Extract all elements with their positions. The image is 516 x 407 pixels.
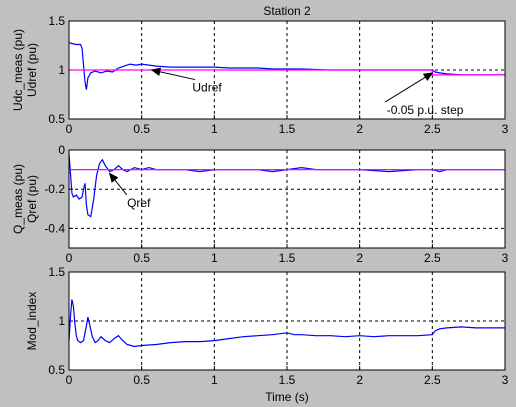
mod-x-tick-label: 3 [502, 373, 509, 387]
q-axes-frame [68, 149, 506, 249]
q-y-axis-label: Q_meas (pu) [11, 164, 25, 234]
udc-x-tick-label: 3 [502, 122, 509, 136]
mod-x-tick-label: 2.5 [424, 373, 441, 387]
mod-x-tick-label: 0.5 [133, 373, 150, 387]
q-x-tick-label: 2 [356, 251, 363, 265]
q-y-axis-label: Qref (pu) [25, 175, 39, 223]
udc-x-tick-label: 0.5 [133, 122, 150, 136]
mod-x-tick-label: 1.5 [279, 373, 296, 387]
q-x-tick-label: 3 [502, 251, 509, 265]
mod-y-tick-label: 0.5 [48, 363, 65, 377]
udc-y-tick-label: 1 [58, 63, 65, 77]
q-x-tick-label: 2.5 [424, 251, 441, 265]
udc-annotation-arrowhead [422, 72, 434, 82]
mod-y-tick-label: 1.5 [48, 265, 65, 279]
q-annotation-label: Qref [127, 196, 151, 210]
mod-x-tick-label: 1 [211, 373, 218, 387]
udc-x-tick-label: 0 [66, 122, 73, 136]
udc-y-axis-label: Udref (pu) [25, 43, 39, 97]
udc-y-axis-label: Udc_meas (pu) [11, 29, 25, 111]
axes-q: 0 0.5 1 1.5 2 2.5 3 -0.4 -0.2 0 Q_meas (pu) Qref (p… [11, 143, 509, 265]
x-axis-label: Time (s) [265, 390, 309, 404]
q-x-tick-label: 0 [66, 251, 73, 265]
q-y-tick-label: 0 [58, 143, 65, 157]
q-y-tick-label: -0.2 [44, 182, 65, 196]
udc-axes-frame [68, 20, 506, 120]
mod-x-tick-label: 0 [66, 373, 73, 387]
chart-title: Station 2 [263, 4, 311, 18]
mod-x-tick-label: 2 [356, 373, 363, 387]
q-x-tick-label: 1.5 [279, 251, 296, 265]
udc-annotation-arrow [384, 72, 433, 103]
udc-x-tick-label: 2.5 [424, 122, 441, 136]
mod-y-axis-label: Mod_index [25, 292, 39, 351]
q-annotation-arrowhead [108, 172, 119, 183]
udc-x-tick-label: 2 [356, 122, 363, 136]
udc-annotation-arrowhead [150, 67, 162, 76]
udc-y-tick-label: 0.5 [48, 112, 65, 126]
udc-x-tick-label: 1 [211, 122, 218, 136]
mod-y-tick-label: 1 [58, 314, 65, 328]
q-y-tick-label: -0.4 [44, 221, 65, 235]
udc-x-tick-label: 1.5 [279, 122, 296, 136]
udc-annotation-label: Udref [192, 81, 222, 95]
udc-annotation-label: -0.05 p.u. step [387, 103, 464, 117]
q-x-tick-label: 0.5 [133, 251, 150, 265]
mod-axes-frame [68, 271, 506, 371]
udc-y-tick-label: 1.5 [48, 14, 65, 28]
q-x-tick-label: 1 [211, 251, 218, 265]
mod-series-meas-line [68, 299, 505, 348]
